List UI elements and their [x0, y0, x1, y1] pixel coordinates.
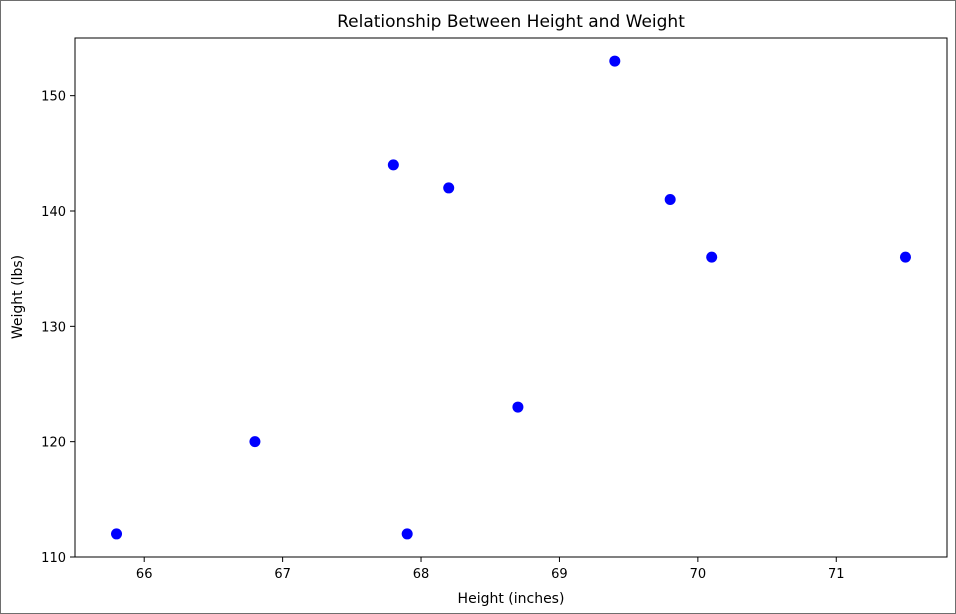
data-point	[249, 436, 261, 448]
data-point	[387, 159, 399, 171]
chart-title: Relationship Between Height and Weight	[337, 12, 685, 32]
x-tick-label: 71	[828, 567, 845, 582]
data-point	[609, 55, 621, 67]
data-point	[512, 401, 524, 413]
data-point	[899, 251, 911, 263]
x-tick-label: 67	[274, 567, 291, 582]
plot-area	[74, 37, 948, 558]
y-tick-label: 130	[41, 320, 66, 335]
data-points	[111, 55, 911, 540]
x-tick-label: 69	[551, 567, 568, 582]
data-point	[401, 528, 413, 540]
y-tick-label: 140	[41, 205, 66, 220]
data-point	[111, 528, 123, 540]
y-axis-label: Weight (lbs)	[10, 255, 26, 339]
data-point	[664, 193, 676, 205]
y-tick-label: 110	[41, 551, 66, 566]
data-point	[706, 251, 718, 263]
x-tick-label: 66	[136, 567, 153, 582]
x-axis-label: Height (inches)	[458, 591, 565, 607]
y-tick-label: 120	[41, 436, 66, 451]
ticks-layer: 66 67 68 69 70 71 110 120 130 140 150	[41, 90, 844, 582]
x-tick-label: 68	[413, 567, 430, 582]
data-point	[443, 182, 455, 194]
y-tick-label: 150	[41, 90, 66, 105]
x-tick-label: 70	[690, 567, 707, 582]
